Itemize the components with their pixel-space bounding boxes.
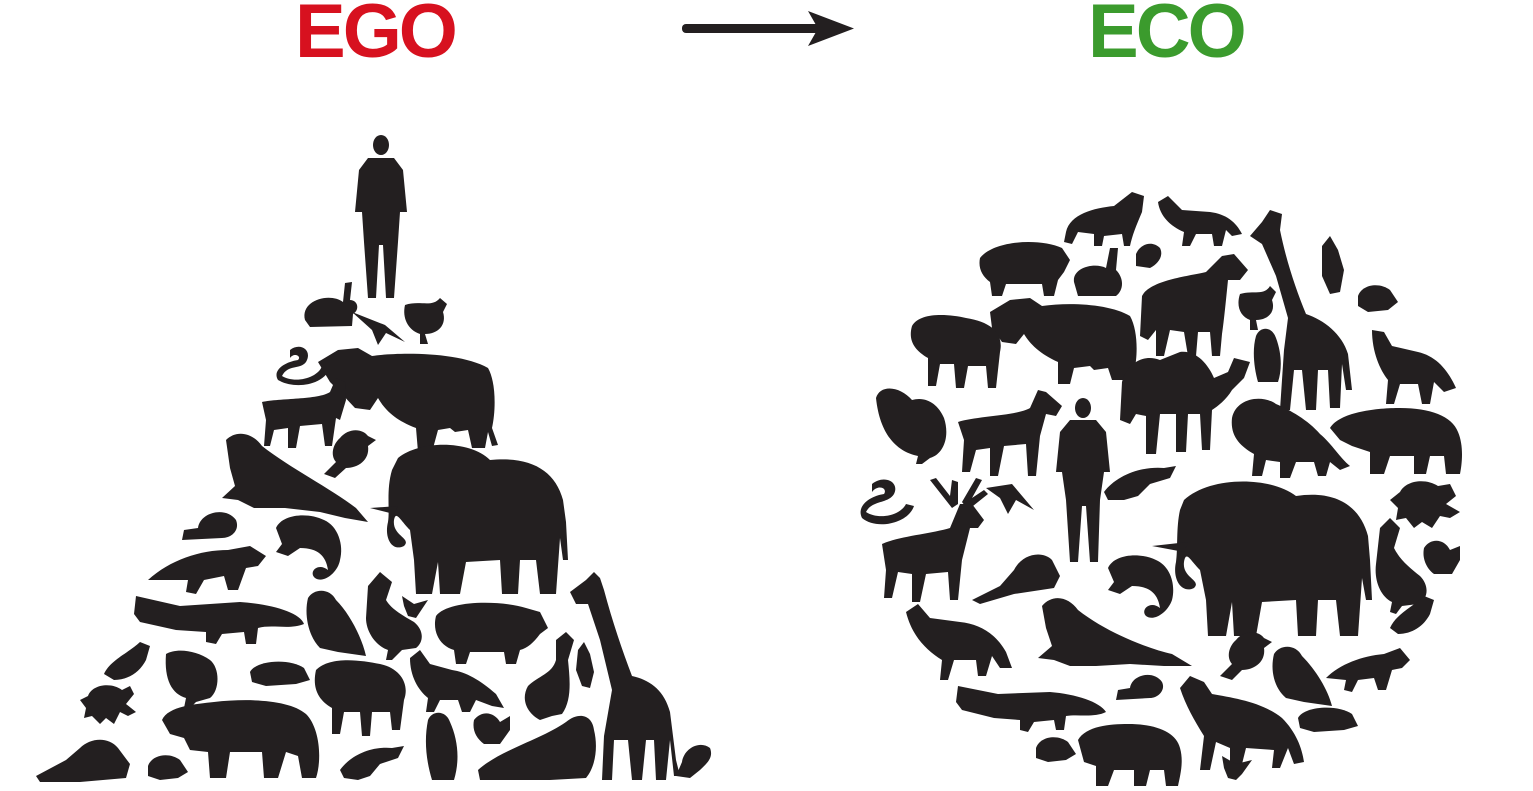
pyramid-rabbit (304, 282, 358, 327)
circle-squirrel (1423, 540, 1460, 574)
circle-swallow (986, 484, 1034, 514)
pyramid-goose (366, 572, 422, 660)
pyramid-person (355, 135, 407, 298)
pyramid-penguin (425, 712, 458, 780)
circle-of-animals (860, 192, 1462, 786)
pyramid-polar-bear (162, 700, 320, 778)
circle-snail (1116, 674, 1164, 700)
circle-beaver (972, 554, 1060, 604)
circle-turkey (876, 388, 947, 464)
circle-puffin (1220, 632, 1272, 680)
pyramid-giraffe (570, 572, 680, 780)
circle-turtle (1298, 707, 1358, 732)
ego-title: EGO (295, 0, 458, 74)
circle-wolf (1372, 330, 1456, 404)
pyramid-cockatoo (576, 642, 594, 688)
circle-pig (979, 242, 1070, 296)
circle-cobra (860, 479, 914, 525)
circle-rabbit (1073, 248, 1122, 296)
circle-giraffe (1250, 210, 1352, 410)
pyramid-iguana (340, 746, 404, 780)
circle-walrus (1038, 598, 1192, 666)
pyramid-hummingbird (402, 596, 428, 618)
pyramid-beaver (36, 739, 130, 782)
circle-small-bird (1390, 596, 1434, 634)
circle-camel (1120, 351, 1250, 454)
circle-goat (958, 390, 1062, 476)
pyramid-duck (524, 632, 574, 720)
circle-sheep (910, 315, 1001, 388)
pyramid-pig (434, 602, 548, 664)
circle-horse (1140, 254, 1248, 356)
pyramid-turkey (165, 650, 218, 708)
circle-elephant (1152, 481, 1372, 636)
circle-crocodile (956, 686, 1106, 732)
pyramid-elephant (370, 444, 568, 594)
circle-iguana (1104, 466, 1176, 500)
circle-deer (882, 478, 988, 602)
pyramid-frog (148, 755, 188, 780)
pyramid-turtle (250, 661, 310, 686)
eco-title: ECO (1088, 0, 1247, 74)
circle-lion (1231, 398, 1350, 478)
circle-polar-bear (1330, 408, 1462, 474)
pyramid-chameleon (276, 515, 342, 580)
pyramid-scorpion (676, 744, 712, 778)
circle-hummingbird (1222, 756, 1252, 780)
circle-person (1056, 398, 1110, 562)
circle-owl (1272, 646, 1332, 706)
pyramid-of-animals (36, 135, 712, 782)
pyramid-hen (404, 298, 447, 344)
pyramid-raccoon (148, 546, 266, 594)
pyramid-cobra (276, 346, 330, 386)
circle-goose (1375, 518, 1427, 614)
arrow-right-icon (682, 11, 854, 46)
circle-scorpion (1136, 243, 1162, 268)
pyramid-buffalo (318, 348, 498, 452)
pyramid-crab (80, 685, 136, 724)
pyramid-sheep (314, 660, 406, 736)
circle-raccoon (1326, 648, 1410, 692)
circle-cockatoo (1322, 236, 1344, 294)
pyramid-goat (262, 378, 346, 448)
pyramid-owl (306, 590, 366, 656)
pyramid-swallow (352, 312, 405, 345)
circle-hen (1238, 286, 1276, 330)
pyramid-walrus (222, 433, 368, 522)
pyramid-small-bird (104, 642, 150, 680)
pyramid-snail (182, 512, 238, 540)
pyramid-crocodile (134, 596, 304, 644)
pyramid-squirrel (473, 713, 510, 744)
circle-fox (1158, 196, 1242, 246)
pyramid-fox (410, 650, 504, 712)
circle-buffalo (990, 298, 1138, 386)
circle-frog-small (1036, 737, 1076, 762)
circle-chameleon (1108, 555, 1174, 618)
circle-husky (906, 604, 1012, 680)
circle-dog (1064, 192, 1144, 246)
circle-crab (1390, 481, 1460, 528)
circle-penguin (1253, 328, 1281, 382)
pyramid-seal (478, 715, 596, 780)
pyramid-puffin (324, 430, 376, 478)
circle-bear (1078, 724, 1182, 786)
circle-frog (1358, 285, 1398, 312)
circle-husky-right (1180, 676, 1304, 772)
